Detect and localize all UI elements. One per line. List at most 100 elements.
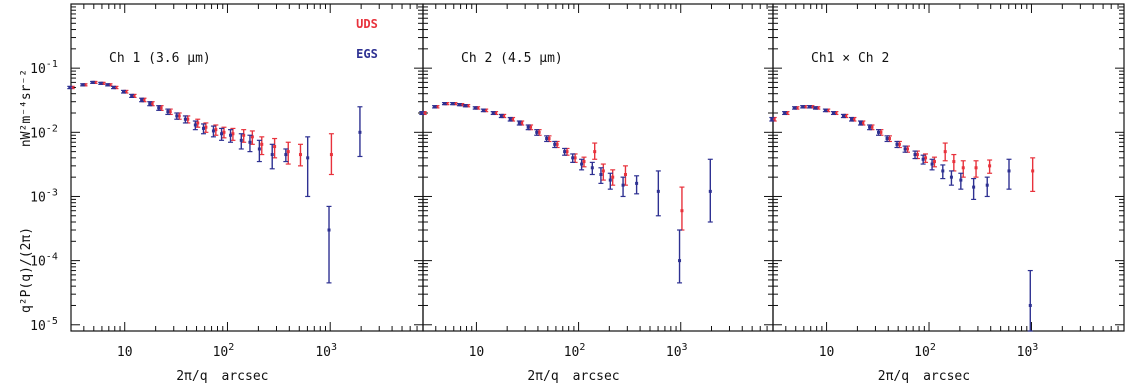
data-point xyxy=(327,228,331,232)
data-point xyxy=(457,103,461,107)
data-point xyxy=(298,153,302,157)
data-point xyxy=(229,133,233,137)
data-point xyxy=(601,169,605,173)
panel-ch2: 10 102 103 2π/q arcsec Ch 2 (4.5 μm) xyxy=(419,3,774,384)
data-point xyxy=(1031,169,1035,173)
data-point xyxy=(563,150,567,154)
data-point xyxy=(508,117,512,121)
x-tick-label: 102 xyxy=(213,342,235,360)
data-point xyxy=(517,121,521,125)
data-point xyxy=(460,103,464,107)
x-axis-label: 2π/q arcsec xyxy=(527,369,619,384)
data-point xyxy=(526,125,530,129)
data-point xyxy=(582,160,586,164)
data-point xyxy=(608,178,612,182)
data-point xyxy=(913,153,917,157)
data-point xyxy=(159,106,163,110)
data-point xyxy=(257,147,261,151)
data-point xyxy=(93,80,97,84)
data-point xyxy=(1007,169,1011,173)
data-point xyxy=(83,83,87,87)
legend-uds: UDS xyxy=(356,17,378,31)
x-ticks xyxy=(422,3,774,331)
data-point xyxy=(150,102,154,106)
data-point xyxy=(678,259,682,263)
data-point xyxy=(148,102,152,106)
data-point xyxy=(879,130,883,134)
series-uds xyxy=(421,102,685,231)
data-point xyxy=(204,125,208,129)
y-tick-label: 10-3 xyxy=(30,187,58,205)
data-point xyxy=(635,181,639,185)
panel-frame xyxy=(772,3,1125,332)
y-tick-label: 10-1 xyxy=(30,59,58,77)
y-tick-labels: 10-1 10-2 10-3 10-4 10-5 xyxy=(30,59,58,334)
data-point xyxy=(621,183,625,187)
data-point xyxy=(571,156,575,160)
data-point xyxy=(949,175,953,179)
data-point xyxy=(593,150,597,154)
data-point xyxy=(868,125,872,129)
data-point xyxy=(861,121,865,125)
data-point xyxy=(555,142,559,146)
data-point xyxy=(876,130,880,134)
panel-title: Ch 2 (4.5 μm) xyxy=(461,51,563,66)
data-point xyxy=(565,150,569,154)
data-point xyxy=(124,90,128,94)
data-point xyxy=(463,104,467,108)
data-point xyxy=(214,128,218,132)
data-point xyxy=(535,130,539,134)
data-point xyxy=(442,102,446,106)
data-point xyxy=(850,117,854,121)
data-point xyxy=(122,90,126,94)
data-point xyxy=(491,111,495,115)
data-point xyxy=(201,126,205,130)
panel-ch1: 10 102 103 2π/q arcsec Ch 1 (3.6 μm) xyxy=(67,3,424,384)
data-point xyxy=(193,123,197,127)
data-point xyxy=(852,117,856,121)
data-point xyxy=(941,169,945,173)
data-point xyxy=(175,114,179,118)
data-point xyxy=(680,209,684,213)
data-point xyxy=(545,137,549,141)
data-point xyxy=(897,142,901,146)
data-point xyxy=(466,104,470,108)
data-point xyxy=(142,98,146,102)
data-point xyxy=(451,102,455,106)
data-point xyxy=(959,178,963,182)
data-point xyxy=(231,132,235,136)
data-point xyxy=(250,135,254,139)
data-point xyxy=(623,173,627,177)
x-ticks xyxy=(70,3,424,331)
data-point xyxy=(186,117,190,121)
data-point xyxy=(943,150,947,154)
data-point xyxy=(183,117,187,121)
series-egs xyxy=(419,102,713,284)
x-tick-label: 102 xyxy=(914,342,936,360)
data-point xyxy=(590,166,594,170)
data-point xyxy=(801,105,805,109)
data-point xyxy=(91,80,95,84)
y-tick-label: 10-2 xyxy=(30,123,58,141)
data-point xyxy=(286,150,290,154)
data-point xyxy=(985,183,989,187)
data-point xyxy=(112,85,116,89)
data-point xyxy=(101,81,105,85)
data-point xyxy=(358,130,362,134)
data-point xyxy=(810,105,814,109)
data-point xyxy=(537,130,541,134)
data-point xyxy=(166,110,170,114)
y-axis-label-units: nW²m⁻⁴sr⁻² xyxy=(19,69,34,147)
data-point xyxy=(99,81,103,85)
data-point xyxy=(132,94,136,98)
x-tick-label: 10 xyxy=(819,345,835,360)
data-point xyxy=(611,175,615,179)
data-point xyxy=(481,108,485,112)
series-uds xyxy=(69,80,334,176)
series-uds xyxy=(771,105,1036,192)
data-point xyxy=(422,111,426,115)
data-point xyxy=(895,142,899,146)
data-point xyxy=(887,137,891,141)
data-point xyxy=(177,114,181,118)
data-point xyxy=(808,105,812,109)
